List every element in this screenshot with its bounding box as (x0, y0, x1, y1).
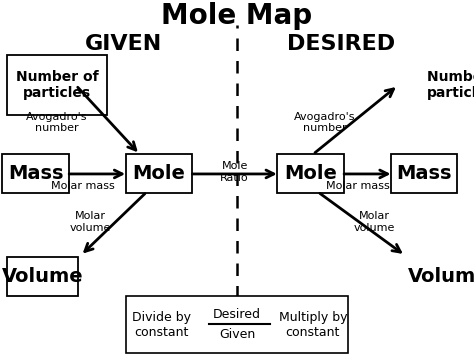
Text: Number of
particles: Number of particles (427, 70, 474, 100)
FancyBboxPatch shape (126, 296, 348, 353)
Text: Volume: Volume (2, 267, 83, 286)
FancyBboxPatch shape (7, 257, 78, 296)
Text: Avogadro's
number: Avogadro's number (294, 112, 356, 133)
Text: GIVEN: GIVEN (85, 34, 162, 54)
Text: Mole: Mole (284, 164, 337, 184)
Text: Molar mass: Molar mass (326, 181, 390, 191)
Text: Mass: Mass (396, 164, 452, 184)
Text: Multiply by
constant: Multiply by constant (279, 311, 347, 339)
FancyBboxPatch shape (277, 154, 344, 193)
Text: Mass: Mass (8, 164, 64, 184)
Text: Molar
volume: Molar volume (354, 211, 395, 233)
Text: Molar mass: Molar mass (51, 181, 115, 191)
Text: Molar
volume: Molar volume (69, 211, 111, 233)
Text: Volume: Volume (408, 267, 474, 286)
Text: DESIRED: DESIRED (287, 34, 395, 54)
Text: Avogadro's
number: Avogadro's number (26, 112, 88, 133)
FancyBboxPatch shape (126, 154, 192, 193)
Text: Divide by
constant: Divide by constant (132, 311, 191, 339)
Text: Mole Map: Mole Map (162, 2, 312, 30)
Text: Mole: Mole (132, 164, 185, 184)
FancyBboxPatch shape (7, 55, 107, 115)
FancyBboxPatch shape (391, 154, 457, 193)
Text: Number of
particles: Number of particles (16, 70, 98, 100)
FancyBboxPatch shape (2, 154, 69, 193)
Text: Given: Given (219, 328, 255, 341)
Text: Desired: Desired (213, 308, 261, 321)
Text: Mole
Ratio: Mole Ratio (220, 162, 249, 183)
